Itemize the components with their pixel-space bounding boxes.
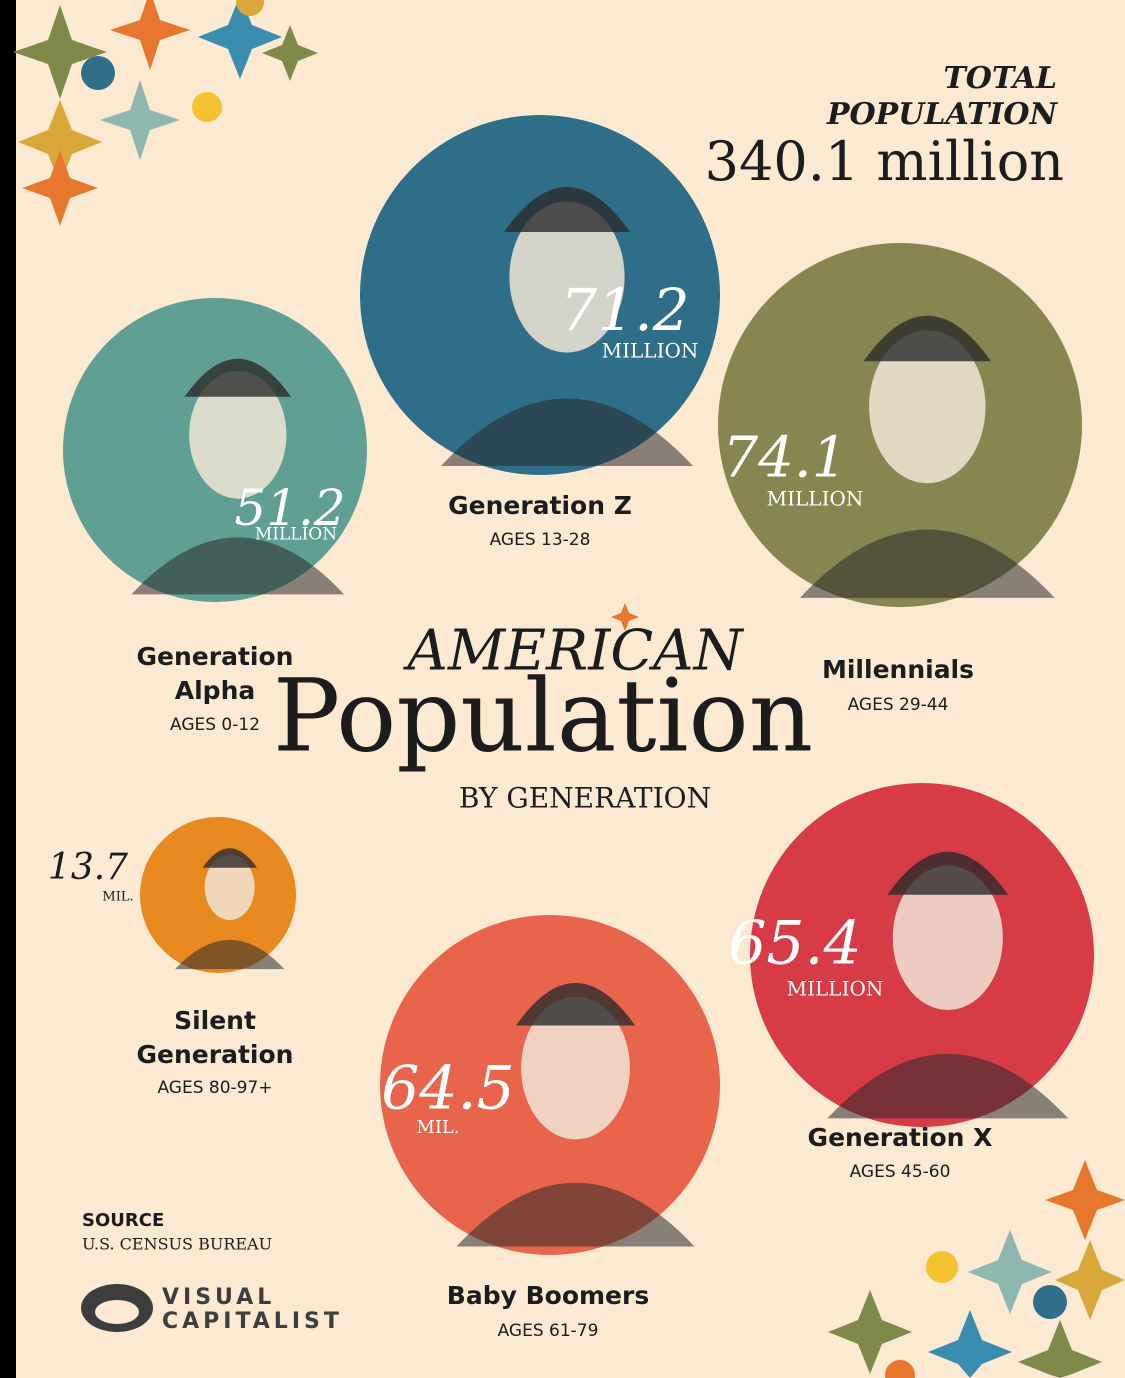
population-unit: MILLION (255, 525, 337, 545)
generation-name: Baby Boomers (447, 1281, 649, 1310)
generation-name: Generation (137, 642, 294, 671)
generation-ages: AGES 45-60 (850, 1162, 951, 1182)
population-value: 74.1 (723, 426, 848, 491)
population-unit: MIL. (102, 890, 133, 905)
generation-ages: AGES 29-44 (848, 695, 949, 715)
population-value: 71.2 (560, 276, 689, 344)
population-unit: MIL. (416, 1117, 459, 1138)
generation-name: Generation (137, 1040, 294, 1069)
generation-ages: AGES 0-12 (170, 715, 260, 735)
population-unit: MILLION (602, 339, 699, 363)
generation-name: Generation X (808, 1123, 993, 1152)
population-value: 13.7 (48, 847, 128, 888)
title-subtitle: BY GENERATION (459, 782, 711, 815)
generation-ages: AGES 13-28 (490, 530, 591, 550)
total-value: 340.1 million (705, 130, 1064, 193)
source-label: SOURCE (82, 1210, 164, 1231)
source-text: U.S. CENSUS BUREAU (82, 1235, 272, 1254)
logo-text: CAPITALIST (162, 1309, 343, 1334)
generation-ages: AGES 80-97+ (157, 1078, 272, 1098)
infographic: 51.2MILLIONGenerationAlphaAGES 0-1271.2M… (0, 0, 1125, 1378)
generation-name: Alpha (175, 676, 255, 705)
population-unit: MILLION (787, 977, 884, 1001)
generation-name: Millennials (822, 655, 974, 684)
generation-ages: AGES 61-79 (498, 1321, 599, 1341)
logo-mark (81, 1284, 153, 1332)
population-value: 65.4 (728, 909, 862, 979)
generation-name: Generation Z (448, 491, 632, 520)
total-label: TOTAL (943, 61, 1057, 96)
total-label: POPULATION (826, 97, 1059, 132)
population-value: 64.5 (381, 1054, 515, 1124)
logo-text: VISUAL (162, 1285, 275, 1310)
population-unit: MILLION (767, 487, 864, 511)
generation-name: Silent (174, 1006, 256, 1035)
title-main: Population (273, 658, 813, 775)
